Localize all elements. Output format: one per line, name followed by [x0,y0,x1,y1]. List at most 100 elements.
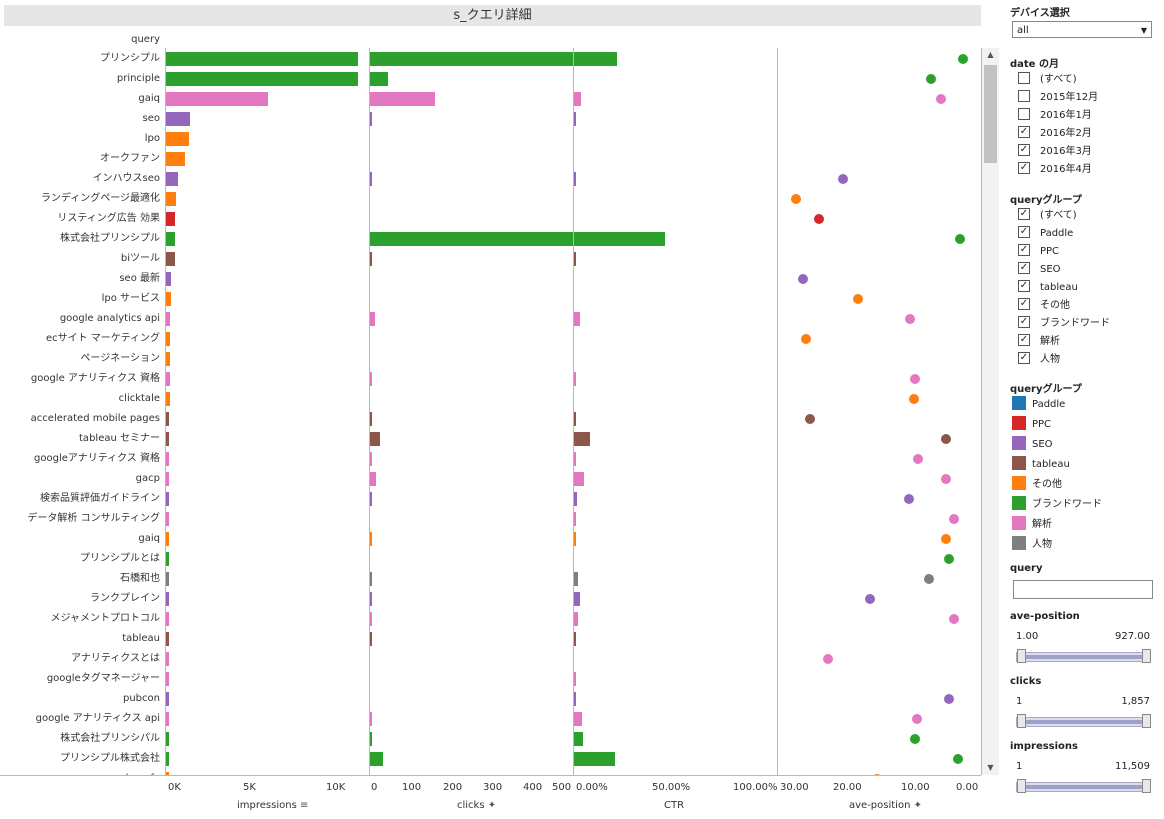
query-row-label: データ解析 コンサルティング [27,513,160,524]
checkbox-checked-icon[interactable]: ✓ [1018,126,1030,138]
checkbox-checked-icon[interactable]: ✓ [1018,352,1030,364]
sort-icon[interactable]: ≡ [296,800,309,811]
clicks-tick-label: 0 [371,782,378,793]
legend-swatch [1012,516,1026,530]
legend-item[interactable]: Paddle [1012,395,1065,415]
device-select-value: all [1017,25,1029,36]
legend-item[interactable]: その他 [1012,475,1062,495]
impressions-max-handle[interactable] [1142,779,1151,793]
ave-position-slider-fill [1026,655,1142,659]
clicks-axis-title[interactable]: clicks ✦ [457,800,496,811]
ave-position-dot [940,534,951,544]
checkbox-unchecked-icon[interactable] [1018,90,1030,102]
impressions-bar [166,72,358,86]
impressions-slider[interactable] [1016,779,1151,793]
query-row-label: 株式会社プリンシパル [60,733,160,744]
device-select[interactable]: all ▼ [1012,21,1152,38]
checkbox-unchecked-icon[interactable] [1018,72,1030,84]
impressions-min-handle[interactable] [1017,779,1026,793]
checkbox-checked-icon[interactable]: ✓ [1018,144,1030,156]
clicks-max-handle[interactable] [1142,714,1151,728]
legend-item[interactable]: SEO [1012,435,1053,455]
query-row-label: googleアナリティクス 資格 [34,453,160,464]
checkbox-checked-icon[interactable]: ✓ [1018,334,1030,346]
query-search-input[interactable] [1013,580,1153,599]
checkbox-checked-icon[interactable]: ✓ [1018,298,1030,310]
checkbox-item[interactable]: ✓ その他 [1018,297,1070,315]
checkbox-label: PPC [1040,246,1060,257]
ave-position-max-handle[interactable] [1142,649,1151,663]
ctr-bar [574,492,577,506]
ctr-bar [574,432,591,446]
ave-position-tick-label: 20.00 [833,782,862,793]
ave-position-dot [923,574,934,584]
checkbox-checked-icon[interactable]: ✓ [1018,208,1030,220]
clicks-tick-label: 400 [523,782,543,793]
ave-position-dot [952,754,963,764]
checkbox-item[interactable]: ✓ 人物 [1018,351,1060,369]
checkbox-item[interactable]: ✓ PPC [1018,243,1059,261]
checkbox-item[interactable]: ✓ 2016年4月 [1018,161,1092,179]
ave-position-min: 1.00 [1016,631,1039,642]
query-row-label: google アナリティクス api [35,713,160,724]
checkbox-checked-icon[interactable]: ✓ [1018,226,1030,238]
clicks-tick-label: 500 [552,782,572,793]
impressions-bar [166,112,190,126]
legend-item[interactable]: 人物 [1012,535,1052,555]
clicks-min: 1 [1016,696,1023,707]
legend-item[interactable]: tableau [1012,455,1070,475]
ave-position-axis-title[interactable]: ave-position ✦ [849,800,922,811]
scroll-up-icon[interactable]: ▲ [987,50,994,59]
clicks-bar [370,252,372,266]
legend-item[interactable]: ブランドワード [1012,495,1102,515]
impressions-tick-label: 10K [326,782,346,793]
checkbox-item[interactable]: ✓ (すべて) [1018,207,1077,225]
ave-position-dot [948,614,959,624]
checkbox-item[interactable]: ✓ 2016年2月 [1018,125,1092,143]
checkbox-item[interactable]: ✓ ブランドワード [1018,315,1110,333]
ctr-bar [574,52,605,66]
legend-item[interactable]: PPC [1012,415,1051,435]
scrollbar-thumb[interactable] [984,65,997,163]
ctr-axis-title-text: CTR [664,800,685,811]
ctr-tick-label: 50.00% [652,782,691,793]
ave-position-range-values: 1.00 927.00 [1016,631,1150,642]
impressions-axis-line [165,48,166,775]
ave-position-dot [865,594,876,604]
clicks-tick-label: 300 [483,782,503,793]
checkbox-checked-icon[interactable]: ✓ [1018,316,1030,328]
checkbox-checked-icon[interactable]: ✓ [1018,244,1030,256]
ctr-axis-title[interactable]: CTR [664,800,684,811]
checkbox-item[interactable]: ✓ SEO [1018,261,1061,279]
query-row-label: ランクプレイン [90,593,160,604]
impressions-range-values: 1 11,509 [1016,761,1150,772]
ave-position-filter-title: ave-position [1010,611,1080,622]
ave-position-max: 927.00 [1115,631,1150,642]
scroll-down-icon[interactable]: ▼ [987,763,994,772]
checkbox-checked-icon[interactable]: ✓ [1018,280,1030,292]
checkbox-item[interactable]: ✓ Paddle [1018,225,1073,243]
ctr-pane-divider [573,48,574,775]
impressions-axis-title[interactable]: impressions ≡ [237,800,308,811]
pin-icon[interactable]: ✦ [910,800,922,811]
checkbox-checked-icon[interactable]: ✓ [1018,162,1030,174]
checkbox-item[interactable]: ✓ 2016年3月 [1018,143,1092,161]
checkbox-item[interactable]: 2016年1月 [1018,107,1092,125]
ctr-bar [574,452,576,466]
clicks-slider[interactable] [1016,714,1151,728]
ctr-bar [574,92,582,106]
checkbox-item[interactable]: ✓ tableau [1018,279,1078,297]
pin-icon[interactable]: ✦ [484,800,497,811]
checkbox-item[interactable]: ✓ 解析 [1018,333,1060,351]
checkbox-unchecked-icon[interactable] [1018,108,1030,120]
checkbox-item[interactable]: 2015年12月 [1018,89,1098,107]
checkbox-item[interactable]: (すべて) [1018,71,1077,89]
checkbox-checked-icon[interactable]: ✓ [1018,262,1030,274]
vertical-scrollbar[interactable]: ▲ ▼ [982,48,999,775]
ave-position-min-handle[interactable] [1017,649,1026,663]
clicks-min-handle[interactable] [1017,714,1026,728]
legend-item[interactable]: 解析 [1012,515,1052,535]
ave-position-slider[interactable] [1016,649,1151,663]
ave-position-dot [800,334,811,344]
query-row-label: google analytics api [59,313,160,324]
